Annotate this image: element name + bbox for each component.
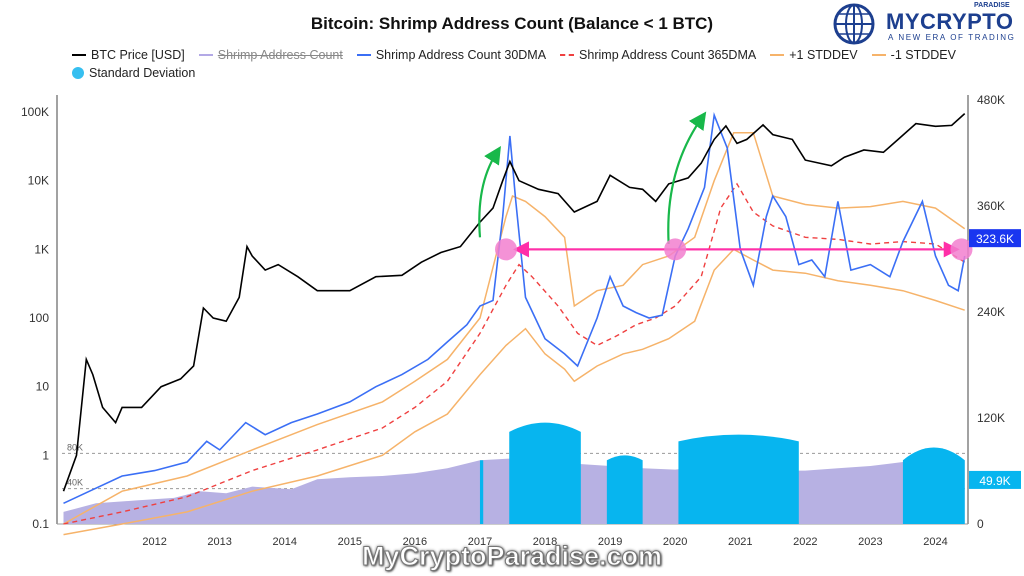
stddev-block: [902, 447, 965, 524]
stddev-block: [479, 460, 484, 524]
chart-title: Bitcoin: Shrimp Address Count (Balance <…: [310, 14, 714, 33]
x-tick-label: 2016: [403, 536, 427, 548]
reference-line-label: 80K: [67, 442, 83, 452]
legend-swatch: [356, 54, 371, 56]
x-tick-label: 2017: [468, 536, 492, 548]
legend-label: Shrimp Address Count: [217, 48, 343, 62]
y-left-tick-label: 1: [42, 448, 49, 462]
x-tick-label: 2022: [793, 536, 817, 548]
growth-arrow: [667, 111, 707, 245]
shrimp-30dma-line: [63, 112, 966, 505]
logo-tagline: A NEW ERA OF TRADING: [888, 33, 1016, 42]
y-left-tick-label: 10K: [28, 174, 49, 188]
legend-dot-icon: [72, 67, 84, 79]
x-tick-label: 2012: [142, 536, 166, 548]
legend-swatch: [560, 54, 575, 56]
brand-logo[interactable]: PARADISE MYCRYPTO A NEW ERA OF TRADING: [828, 2, 1024, 48]
legend-item[interactable]: Shrimp Address Count 365DMA: [560, 48, 756, 62]
value-tag: 49.9K: [969, 470, 1021, 489]
x-tick-label: 2024: [923, 536, 947, 548]
legend-item[interactable]: -1 STDDEV: [871, 48, 956, 62]
legend-item[interactable]: Shrimp Address Count 30DMA: [356, 48, 547, 62]
legend-swatch: [72, 54, 86, 56]
y-right-tick-label: 480K: [977, 93, 1005, 107]
x-tick-label: 2015: [338, 536, 362, 548]
stddev-block: [678, 434, 799, 524]
legend-label: BTC Price [USD]: [91, 48, 185, 62]
reference-line-label: 40K: [67, 478, 83, 488]
plus-1-stddev-line: [63, 132, 966, 525]
annotation-circle: [664, 238, 687, 261]
legend-label: Shrimp Address Count 30DMA: [375, 48, 547, 62]
legend-swatch: [871, 54, 886, 56]
globe-icon: [833, 3, 875, 45]
annotation-circle: [950, 238, 973, 261]
x-tick-label: 2023: [858, 536, 882, 548]
annotation-circle: [494, 238, 517, 261]
legend-label: Shrimp Address Count 365DMA: [579, 48, 757, 62]
minus-1-stddev-line: [63, 248, 965, 536]
legend-swatch: [198, 54, 213, 56]
legend-item[interactable]: Shrimp Address Count: [198, 48, 343, 62]
legend-item[interactable]: BTC Price [USD]: [72, 48, 185, 62]
watermark: MyCryptoParadise.com: [361, 541, 663, 572]
legend-label: Standard Deviation: [89, 66, 196, 80]
x-tick-label: 2013: [207, 536, 231, 548]
y-left-tick-label: 0.1: [32, 517, 49, 531]
chart-legend: BTC Price [USD] Shrimp Address Count Shrim…: [72, 46, 972, 82]
y-left-tick-label: 100K: [21, 105, 49, 119]
x-tick-label: 2020: [663, 536, 687, 548]
x-tick-label: 2014: [273, 536, 297, 548]
y-left-tick-label: 10: [36, 380, 50, 394]
value-tag-label: 323.6K: [976, 232, 1014, 246]
shrimp-365dma-line: [63, 182, 966, 525]
x-tick-label: 2019: [598, 536, 622, 548]
legend-item[interactable]: Standard Deviation: [72, 66, 195, 80]
value-tag-box: [969, 470, 1021, 489]
logo-paradise: PARADISE: [974, 2, 1010, 9]
y-right-tick-label: 120K: [977, 411, 1005, 425]
x-tick-label: 2018: [533, 536, 557, 548]
x-tick-label: 2021: [728, 536, 752, 548]
value-tag-label: 49.9K: [979, 474, 1010, 488]
growth-arrow: [478, 145, 501, 238]
y-right-tick-label: 360K: [977, 199, 1005, 213]
legend-label: +1 STDDEV: [789, 48, 858, 62]
legend-swatch: [770, 54, 785, 56]
y-left-tick-label: 1K: [34, 242, 49, 256]
legend-item[interactable]: +1 STDDEV: [770, 48, 858, 62]
value-tag-box: [969, 229, 1021, 248]
legend-label: -1 STDDEV: [890, 48, 956, 62]
stddev-block: [509, 422, 581, 524]
value-tag: 323.6K: [969, 229, 1021, 248]
y-right-tick-label: 0: [977, 517, 984, 531]
y-right-tick-label: 240K: [977, 305, 1005, 319]
btc-price-line: [62, 113, 966, 492]
stddev-block: [606, 455, 643, 524]
y-left-tick-label: 100: [29, 311, 49, 325]
logo-brand: MYCRYPTO: [886, 9, 1014, 34]
